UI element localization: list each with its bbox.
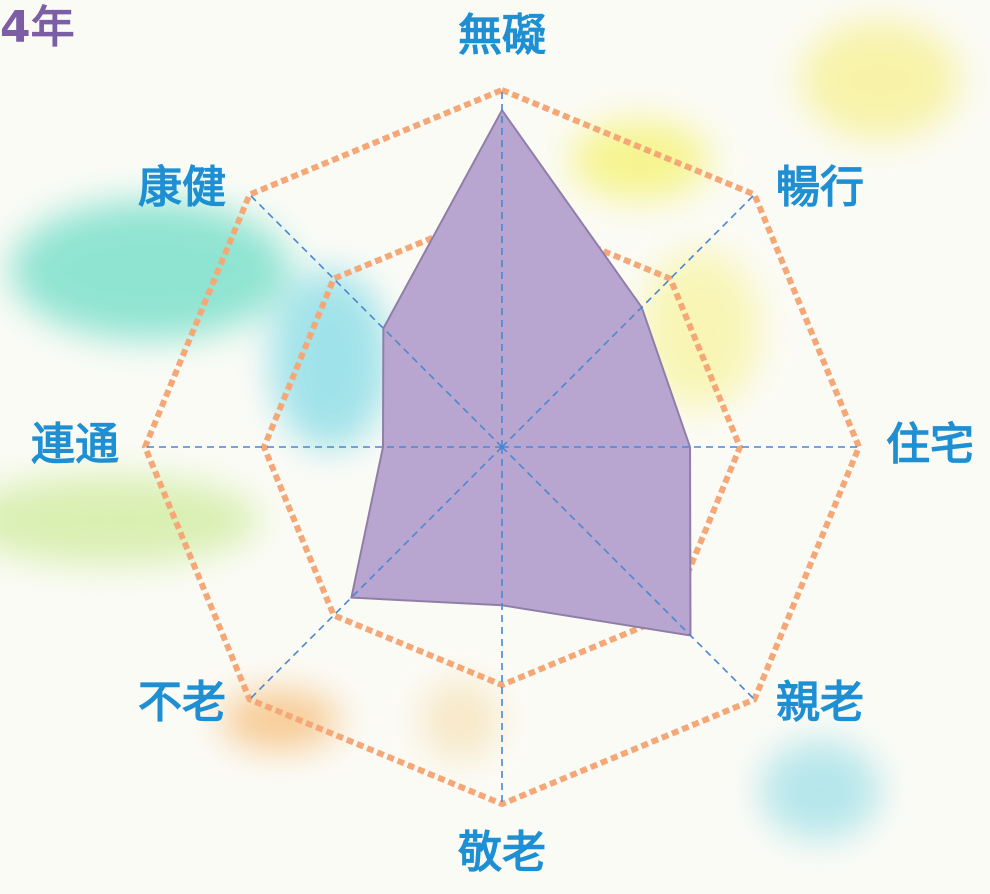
category-label: 親老	[776, 677, 864, 728]
chart-title: 4年	[0, 2, 75, 53]
category-label: 不老	[138, 677, 226, 728]
background-art	[0, 20, 960, 840]
grid-ring	[141, 86, 863, 808]
category-label: 無礙	[458, 10, 546, 61]
category-label: 暢行	[776, 162, 864, 213]
category-label: 住宅	[886, 419, 974, 470]
category-label: 連通	[31, 419, 119, 470]
category-label: 康健	[138, 162, 226, 213]
grid-ring	[260, 205, 744, 689]
category-label: 敬老	[457, 827, 546, 878]
